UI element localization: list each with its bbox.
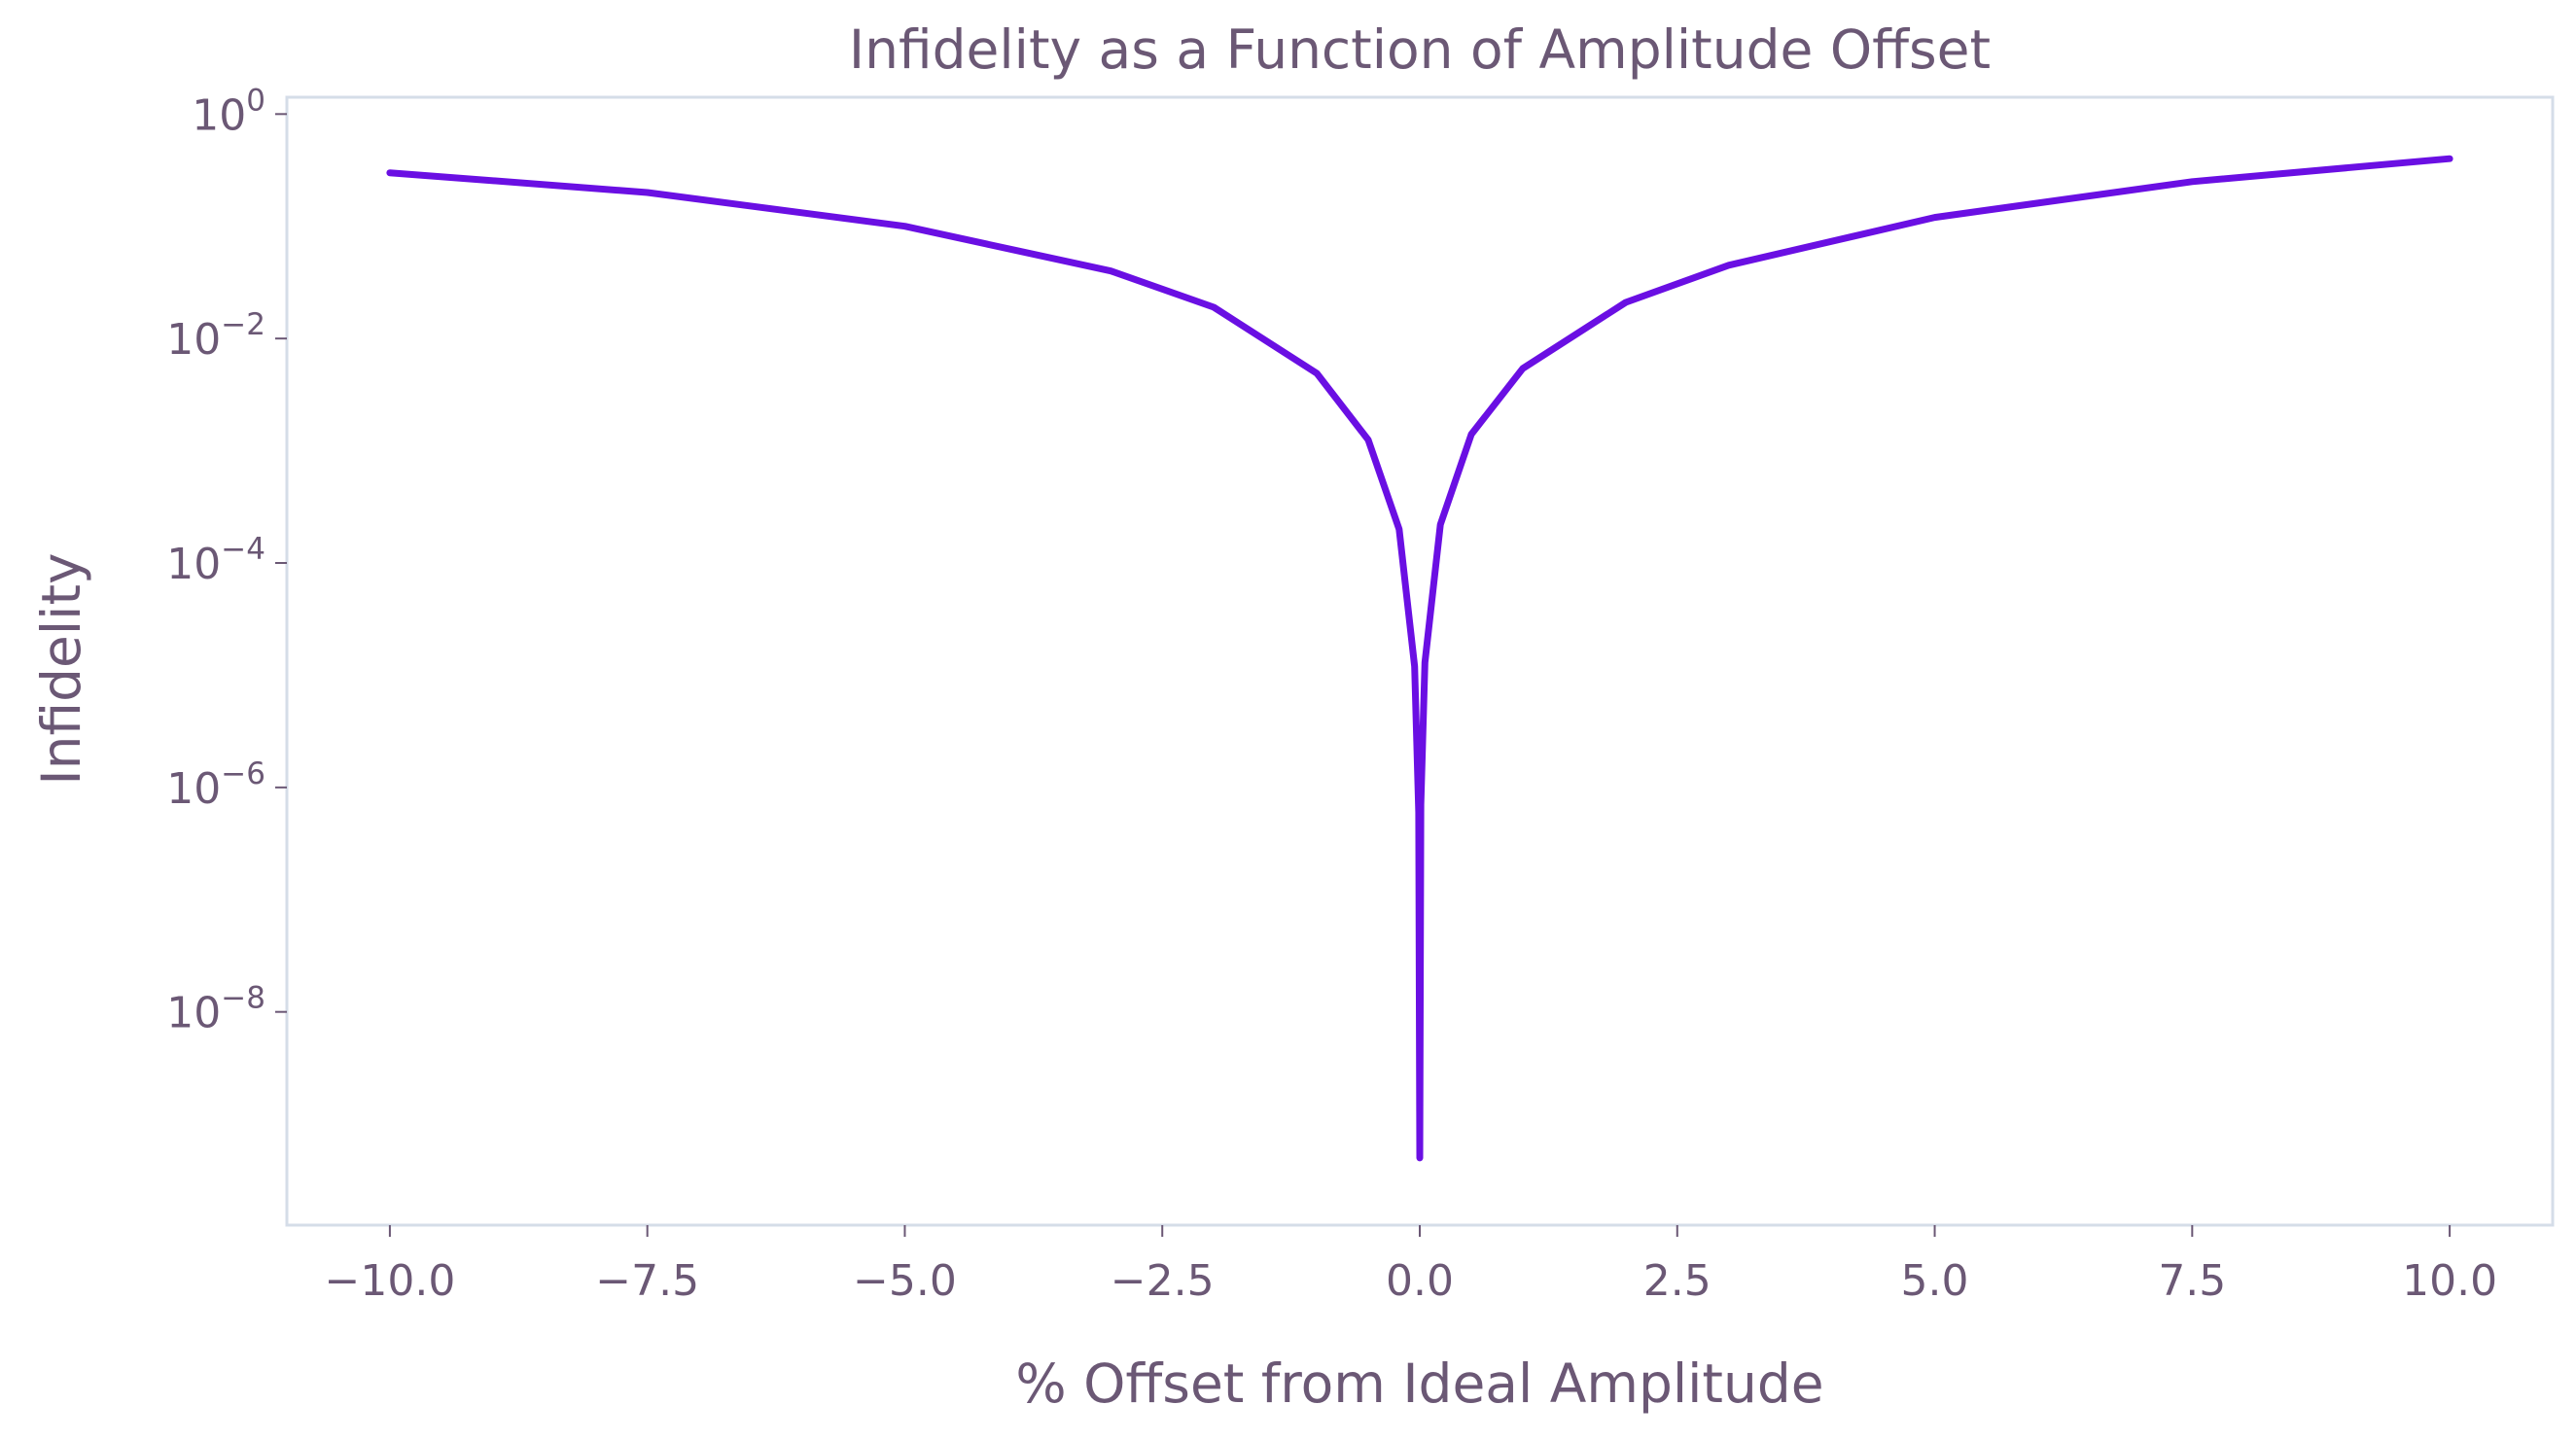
y-axis-label: Infidelity — [30, 552, 92, 785]
x-axis-label: % Offset from Ideal Amplitude — [1015, 1352, 1823, 1415]
y-tick-label: 10−8 — [166, 981, 265, 1038]
y-tick-label: 10−6 — [166, 756, 265, 814]
y-tick-label: 100 — [192, 83, 265, 140]
x-tick-label: −10.0 — [324, 1256, 455, 1306]
x-tick-label: −7.5 — [595, 1256, 699, 1306]
x-tick-label: 10.0 — [2402, 1256, 2497, 1306]
chart-title: Infidelity as a Function of Amplitude Of… — [849, 18, 1991, 81]
y-tick-label: 10−4 — [166, 532, 265, 589]
y-tick-label: 10−2 — [166, 307, 265, 365]
series-line — [386, 155, 2453, 1162]
x-tick-label: 2.5 — [1643, 1256, 1711, 1306]
x-tick-label: 0.0 — [1386, 1256, 1454, 1306]
x-axis: −10.0 −7.5 −5.0 −2.5 0.0 2.5 5.0 7.5 10.0 — [324, 1225, 2497, 1306]
x-tick-label: 5.0 — [1901, 1256, 1969, 1306]
y-axis: 100 10−2 10−4 10−6 10−8 — [166, 83, 287, 1038]
x-tick-label: −2.5 — [1111, 1256, 1215, 1306]
x-tick-label: −5.0 — [853, 1256, 957, 1306]
x-tick-label: 7.5 — [2158, 1256, 2226, 1306]
